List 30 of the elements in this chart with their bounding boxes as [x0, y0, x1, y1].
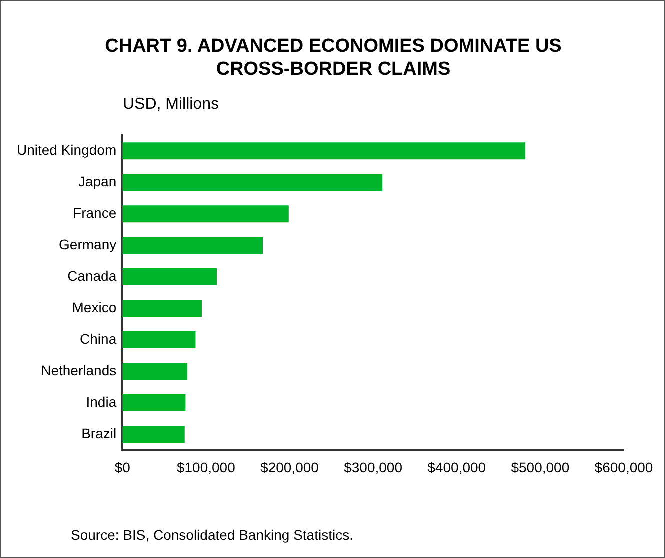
y-tick-label: Brazil: [82, 425, 117, 442]
y-tick-label: Japan: [78, 173, 117, 190]
y-tick-label: India: [86, 394, 117, 410]
x-axis-title: USD, Millions: [123, 96, 220, 114]
x-tick-label: $0: [114, 459, 131, 476]
x-tick-label: $400,000: [428, 459, 486, 476]
bar: [122, 332, 196, 349]
x-tick-label: $300,000: [344, 459, 403, 476]
bar: [122, 174, 382, 192]
bar: [122, 300, 202, 318]
bar: [122, 268, 218, 286]
bar: [122, 394, 186, 412]
bar: [122, 237, 263, 254]
y-tick-label: United Kingdom: [16, 142, 117, 158]
y-tick-label: Mexico: [72, 299, 117, 316]
bar: [122, 363, 188, 380]
x-tick-label: $600,000: [594, 459, 654, 476]
bar: [122, 426, 185, 443]
source-note: Source: BIS, Consolidated Banking Statistics.: [71, 527, 354, 543]
chart-title: CHART 9. ADVANCED ECONOMIES DOMINATE US CROSS-BORDER CLAIMS: [104, 35, 563, 81]
y-tick-label: China: [80, 330, 117, 347]
y-tick-label: Germany: [59, 236, 117, 252]
y-tick-label: Canada: [68, 268, 117, 284]
x-tick-label: $200,000: [260, 459, 320, 476]
y-tick-label: Netherlands: [41, 362, 117, 378]
x-tick-label: $100,000: [176, 459, 236, 476]
y-tick-label: France: [73, 204, 117, 221]
bar: [122, 142, 526, 160]
x-tick-label: $500,000: [511, 459, 570, 476]
bar: [122, 206, 289, 223]
